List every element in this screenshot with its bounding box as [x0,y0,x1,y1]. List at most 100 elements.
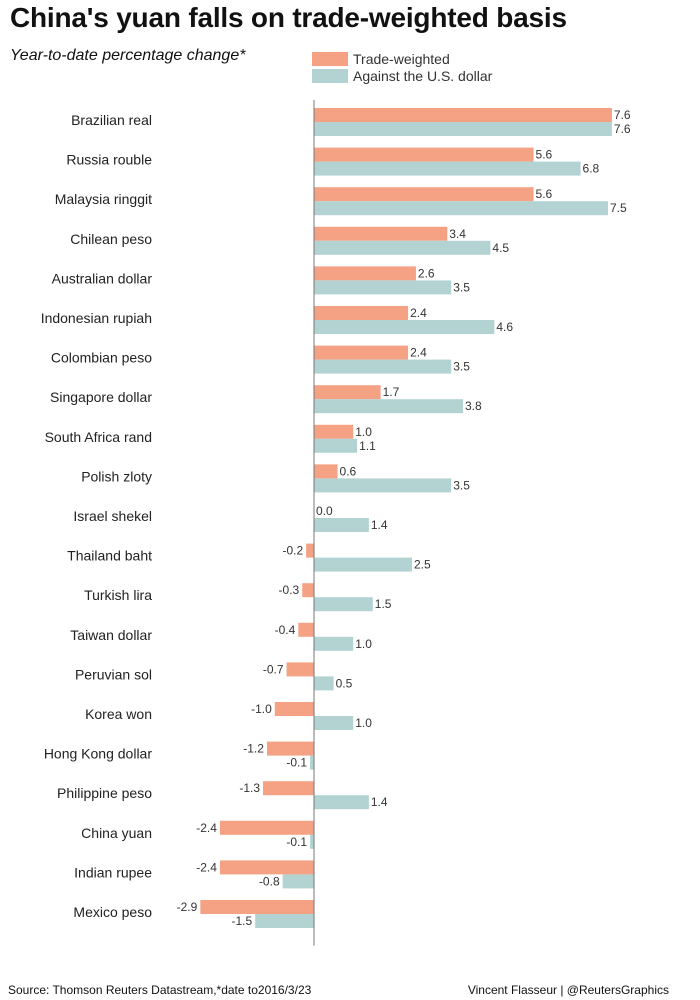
bar-trade-weighted-south-africa-rand [314,424,354,439]
value-label-usd-malaysia-ringgit: 7.5 [610,201,627,215]
bar-usd-israel-shekel [314,518,369,532]
category-label-turkish-lira: Turkish lira [84,587,152,603]
bar-usd-brazilian-real [314,122,612,136]
value-label-usd-indonesian-rupiah: 4.6 [496,320,513,334]
bar-trade-weighted-australian-dollar [314,266,416,281]
value-label-usd-brazilian-real: 7.6 [614,122,631,136]
bar-trade-weighted-colombian-peso [314,345,409,360]
value-label-usd-mexico-peso: -1.5 [232,914,253,928]
legend-swatch-trade-weighted [312,52,348,66]
category-label-colombian-peso: Colombian peso [51,350,152,366]
bar-trade-weighted-mexico-peso [200,900,314,914]
category-label-mexico-peso: Mexico peso [73,904,152,920]
bar-usd-malaysia-ringgit [314,201,608,216]
value-label-trade-weighted-polish-zloty: 0.6 [340,464,357,478]
category-label-australian-dollar: Australian dollar [52,270,153,286]
legend-label-trade-weighted: Trade-weighted [353,51,450,67]
bar-usd-singapore-dollar [314,399,463,414]
legend-label-usd: Against the U.S. dollar [353,68,493,84]
category-label-hong-kong-dollar: Hong Kong dollar [44,746,153,762]
value-label-trade-weighted-china-yuan: -2.4 [196,821,217,835]
value-label-usd-turkish-lira: 1.5 [375,597,392,611]
value-label-usd-taiwan-dollar: 1.0 [355,637,372,651]
bar-trade-weighted-korea-won [274,702,314,716]
bar-trade-weighted-russia-rouble [314,147,534,162]
bar-usd-taiwan-dollar [314,636,354,651]
bar-trade-weighted-china-yuan [219,820,314,835]
value-label-usd-thailand-baht: 2.5 [414,558,431,572]
category-label-indian-rupee: Indian rupee [74,864,152,880]
value-label-trade-weighted-taiwan-dollar: -0.4 [275,623,296,637]
value-label-trade-weighted-chilean-peso: 3.4 [449,227,466,241]
category-label-malaysia-ringgit: Malaysia ringgit [55,191,152,207]
bar-usd-indonesian-rupiah [314,320,495,334]
value-label-trade-weighted-singapore-dollar: 1.7 [383,385,400,399]
value-label-trade-weighted-peruvian-sol: -0.7 [263,662,284,676]
category-label-chilean-peso: Chilean peso [70,231,152,247]
category-label-russia-rouble: Russia rouble [66,152,152,168]
bar-usd-hong-kong-dollar [310,755,314,770]
value-label-trade-weighted-malaysia-ringgit: 5.6 [536,187,553,201]
bar-usd-turkish-lira [314,597,373,612]
value-label-usd-israel-shekel: 1.4 [371,518,388,532]
value-label-trade-weighted-south-africa-rand: 1.0 [355,425,372,439]
value-label-trade-weighted-colombian-peso: 2.4 [410,346,427,360]
category-label-polish-zloty: Polish zloty [81,468,152,484]
value-label-usd-colombian-peso: 3.5 [453,360,470,374]
category-label-china-yuan: China yuan [81,825,152,841]
value-label-trade-weighted-israel-shekel: 0.0 [316,504,333,518]
value-label-usd-australian-dollar: 3.5 [453,280,470,294]
value-label-usd-south-africa-rand: 1.1 [359,439,376,453]
legend-swatch-usd [312,69,348,83]
bar-trade-weighted-polish-zloty [314,464,338,479]
bar-usd-south-africa-rand [314,438,358,453]
bar-trade-weighted-brazilian-real [314,108,612,122]
value-label-trade-weighted-hong-kong-dollar: -1.2 [243,742,264,756]
value-label-usd-philippine-peso: 1.4 [371,795,388,809]
bar-trade-weighted-singapore-dollar [314,385,381,400]
bar-usd-philippine-peso [314,795,369,810]
bar-usd-polish-zloty [314,478,452,493]
value-label-trade-weighted-mexico-peso: -2.9 [177,900,198,914]
value-label-usd-singapore-dollar: 3.8 [465,399,482,413]
value-label-trade-weighted-russia-rouble: 5.6 [536,148,553,162]
bar-usd-korea-won [314,716,354,730]
bar-trade-weighted-philippine-peso [263,781,314,796]
value-label-trade-weighted-korea-won: -1.0 [251,702,272,716]
category-label-thailand-baht: Thailand baht [67,548,152,564]
bar-trade-weighted-indonesian-rupiah [314,306,409,320]
category-label-korea-won: Korea won [85,706,152,722]
value-label-usd-polish-zloty: 3.5 [453,478,470,492]
bar-usd-indian-rupee [282,874,314,889]
category-label-israel-shekel: Israel shekel [73,508,152,524]
value-label-trade-weighted-indonesian-rupiah: 2.4 [410,306,427,320]
bar-usd-colombian-peso [314,359,452,374]
category-label-brazilian-real: Brazilian real [71,112,152,128]
value-label-usd-russia-rouble: 6.8 [583,162,600,176]
value-label-usd-china-yuan: -0.1 [286,835,307,849]
legend-item-usd: Against the U.S. dollar [312,68,492,84]
bar-usd-mexico-peso [255,914,314,928]
value-label-trade-weighted-australian-dollar: 2.6 [418,266,435,280]
bar-usd-thailand-baht [314,557,412,572]
value-label-usd-korea-won: 1.0 [355,716,372,730]
bar-trade-weighted-chilean-peso [314,226,448,241]
bar-trade-weighted-peruvian-sol [286,662,314,677]
bar-trade-weighted-indian-rupee [219,860,314,875]
chart-title: China's yuan falls on trade-weighted bas… [10,2,567,33]
value-label-trade-weighted-brazilian-real: 7.6 [614,108,631,122]
bar-usd-chilean-peso [314,240,491,255]
bar-usd-australian-dollar [314,280,452,295]
bar-trade-weighted-hong-kong-dollar [266,741,314,756]
bar-usd-china-yuan [310,834,314,849]
value-label-trade-weighted-turkish-lira: -0.3 [279,583,300,597]
bar-usd-peruvian-sol [314,676,334,691]
category-label-south-africa-rand: South Africa rand [45,429,152,445]
bar-trade-weighted-taiwan-dollar [298,622,314,637]
bar-trade-weighted-malaysia-ringgit [314,187,534,202]
bar-usd-russia-rouble [314,161,581,176]
value-label-usd-peruvian-sol: 0.5 [336,676,353,690]
value-label-trade-weighted-philippine-peso: -1.3 [239,781,260,795]
bar-trade-weighted-turkish-lira [302,583,314,598]
